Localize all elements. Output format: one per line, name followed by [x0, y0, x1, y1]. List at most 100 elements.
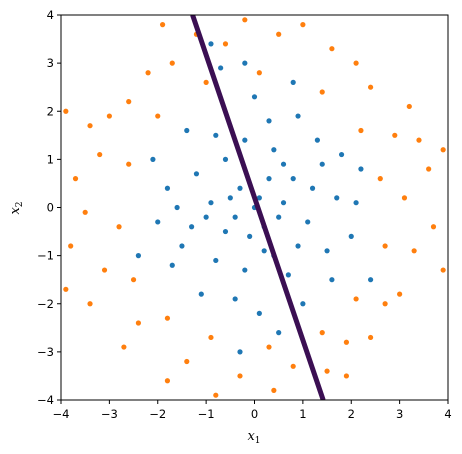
data-point: [242, 17, 248, 23]
data-point: [368, 334, 374, 341]
data-point: [440, 267, 446, 273]
data-point: [295, 113, 301, 119]
data-point: [368, 277, 374, 283]
data-point: [227, 195, 233, 201]
data-point: [324, 248, 330, 254]
x-tick-label: −4: [53, 407, 70, 421]
y-tick-label: 1: [47, 152, 54, 166]
series-1: [135, 41, 374, 355]
data-point: [106, 113, 112, 119]
decision-boundary-line: [190, 15, 326, 400]
data-point: [266, 176, 272, 182]
data-point: [319, 161, 325, 167]
data-points-layer: [63, 17, 446, 398]
y-tick-label: −4: [37, 393, 54, 407]
data-point: [276, 214, 282, 220]
data-point: [276, 31, 282, 37]
data-point: [266, 118, 272, 124]
data-point: [126, 161, 132, 167]
data-point: [237, 349, 243, 355]
data-point: [256, 310, 262, 316]
series-2: [63, 17, 446, 398]
y-tick-label: −2: [37, 297, 54, 311]
data-point: [256, 70, 262, 76]
data-point: [353, 60, 359, 66]
y-tick-label: 4: [47, 8, 54, 22]
data-point: [155, 219, 161, 225]
x-tick-label: −2: [149, 407, 166, 421]
data-point: [368, 84, 374, 90]
data-point: [218, 65, 224, 71]
x-tick-label: −1: [198, 407, 215, 421]
data-point: [63, 286, 69, 292]
y-tick-label: −1: [37, 249, 54, 263]
data-point: [82, 209, 88, 215]
data-point: [213, 257, 219, 264]
data-point: [426, 166, 432, 172]
y-tick-label: −3: [37, 345, 54, 359]
data-point: [237, 373, 243, 379]
data-point: [411, 248, 417, 254]
data-point: [97, 151, 103, 158]
data-point: [271, 387, 277, 393]
data-point: [155, 113, 161, 119]
data-point: [179, 243, 185, 249]
data-point: [242, 137, 248, 143]
data-point: [401, 195, 408, 201]
data-point: [130, 277, 137, 283]
data-point: [276, 330, 282, 336]
data-point: [232, 296, 238, 302]
data-point: [232, 214, 238, 220]
data-point: [280, 200, 287, 206]
y-axis-label: x2: [8, 201, 25, 214]
data-point: [189, 224, 195, 230]
x-tick-label: 4: [444, 407, 451, 421]
data-point: [101, 267, 108, 273]
data-point: [164, 185, 171, 191]
data-point: [193, 171, 200, 177]
data-point: [353, 296, 359, 302]
data-point: [68, 243, 74, 249]
x-tick-label: 0: [251, 407, 258, 421]
data-point: [343, 339, 350, 345]
data-point: [208, 200, 214, 206]
data-point: [329, 46, 335, 52]
data-point: [338, 151, 345, 158]
data-point: [295, 243, 301, 249]
data-point: [314, 137, 320, 143]
data-point: [237, 185, 243, 191]
x-tick-label: −3: [101, 407, 118, 421]
data-point: [319, 330, 325, 336]
x-tick-label: 2: [348, 407, 355, 421]
x-axis-label: x1: [247, 429, 260, 446]
x-axis-ticks: −4 −3 −2 −1 0 1 2 3 4: [53, 400, 452, 421]
data-point: [87, 123, 93, 129]
data-point: [116, 224, 122, 230]
x-tick-label: 1: [299, 407, 306, 421]
data-point: [324, 368, 330, 374]
data-point: [397, 291, 403, 297]
data-point: [309, 185, 316, 191]
data-point: [222, 41, 229, 47]
data-point: [377, 176, 383, 182]
data-point: [416, 137, 422, 143]
data-point: [213, 392, 219, 398]
data-point: [87, 301, 93, 307]
data-point: [329, 277, 335, 283]
data-point: [203, 214, 209, 220]
data-point: [285, 272, 291, 278]
x-tick-label: 3: [396, 407, 403, 421]
data-point: [198, 291, 204, 297]
data-point: [72, 176, 79, 182]
data-point: [256, 195, 262, 201]
data-point: [348, 233, 354, 239]
data-point: [126, 99, 132, 105]
data-point: [208, 41, 214, 47]
data-point: [392, 132, 398, 138]
data-point: [135, 253, 141, 259]
data-point: [242, 60, 248, 66]
y-tick-label: 3: [47, 56, 54, 70]
data-point: [184, 127, 190, 134]
data-point: [406, 103, 412, 110]
